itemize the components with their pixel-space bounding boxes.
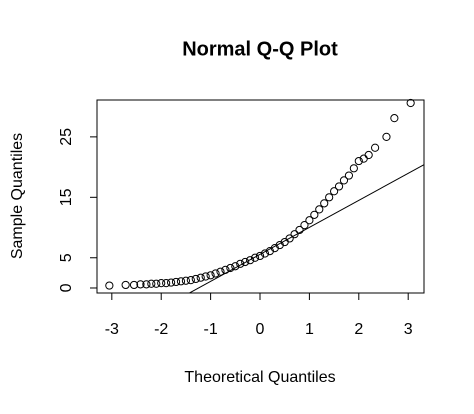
- point: [382, 132, 391, 141]
- point: [162, 279, 171, 288]
- y-tick-label: 15: [58, 188, 75, 206]
- point: [171, 277, 181, 287]
- point: [320, 199, 329, 208]
- x-tick-label: 2: [354, 321, 363, 338]
- point: [285, 234, 294, 243]
- point: [147, 279, 156, 288]
- point: [295, 225, 304, 235]
- point: [290, 230, 299, 239]
- x-tick-label: 1: [305, 321, 314, 338]
- point: [226, 263, 235, 273]
- y-tick-label: 5: [58, 253, 75, 262]
- x-tick-label: -2: [154, 321, 168, 338]
- x-tick-label: -1: [203, 321, 217, 338]
- point: [339, 176, 349, 185]
- point: [315, 205, 324, 214]
- point: [370, 143, 380, 152]
- point: [334, 182, 344, 191]
- point: [201, 272, 210, 281]
- x-tick-label: 3: [404, 321, 413, 338]
- point: [211, 269, 220, 278]
- point: [354, 156, 363, 166]
- reference-line: [188, 164, 424, 293]
- y-axis-label: Sample Quantiles: [9, 133, 26, 259]
- point: [236, 259, 245, 268]
- y-tick-label: 25: [58, 128, 75, 146]
- plot-box: [96, 99, 425, 294]
- point: [105, 281, 114, 290]
- point: [181, 276, 191, 285]
- point: [129, 280, 139, 290]
- point: [349, 164, 358, 173]
- point: [364, 150, 373, 160]
- point: [152, 279, 161, 288]
- point: [305, 216, 314, 225]
- point: [329, 187, 339, 196]
- point: [250, 253, 260, 262]
- point: [186, 276, 195, 285]
- point: [136, 280, 145, 289]
- x-tick-label: -3: [105, 321, 119, 338]
- chart-title: Normal Q-Q Plot: [182, 38, 338, 60]
- point: [191, 274, 200, 284]
- point: [166, 278, 176, 287]
- point: [406, 98, 415, 108]
- point: [121, 280, 130, 290]
- point: [241, 257, 250, 267]
- y-tick-label: 0: [58, 283, 75, 292]
- point: [176, 277, 186, 286]
- point: [157, 279, 166, 288]
- point: [142, 280, 151, 289]
- x-axis-label: Theoretical Quantiles: [184, 369, 335, 386]
- point: [216, 267, 225, 276]
- point: [325, 193, 334, 202]
- point: [300, 221, 309, 230]
- point: [246, 256, 255, 265]
- point: [196, 273, 205, 282]
- point: [390, 114, 399, 123]
- point: [206, 271, 215, 280]
- x-tick-label: 0: [256, 321, 265, 338]
- point: [310, 210, 319, 219]
- point: [344, 171, 354, 180]
